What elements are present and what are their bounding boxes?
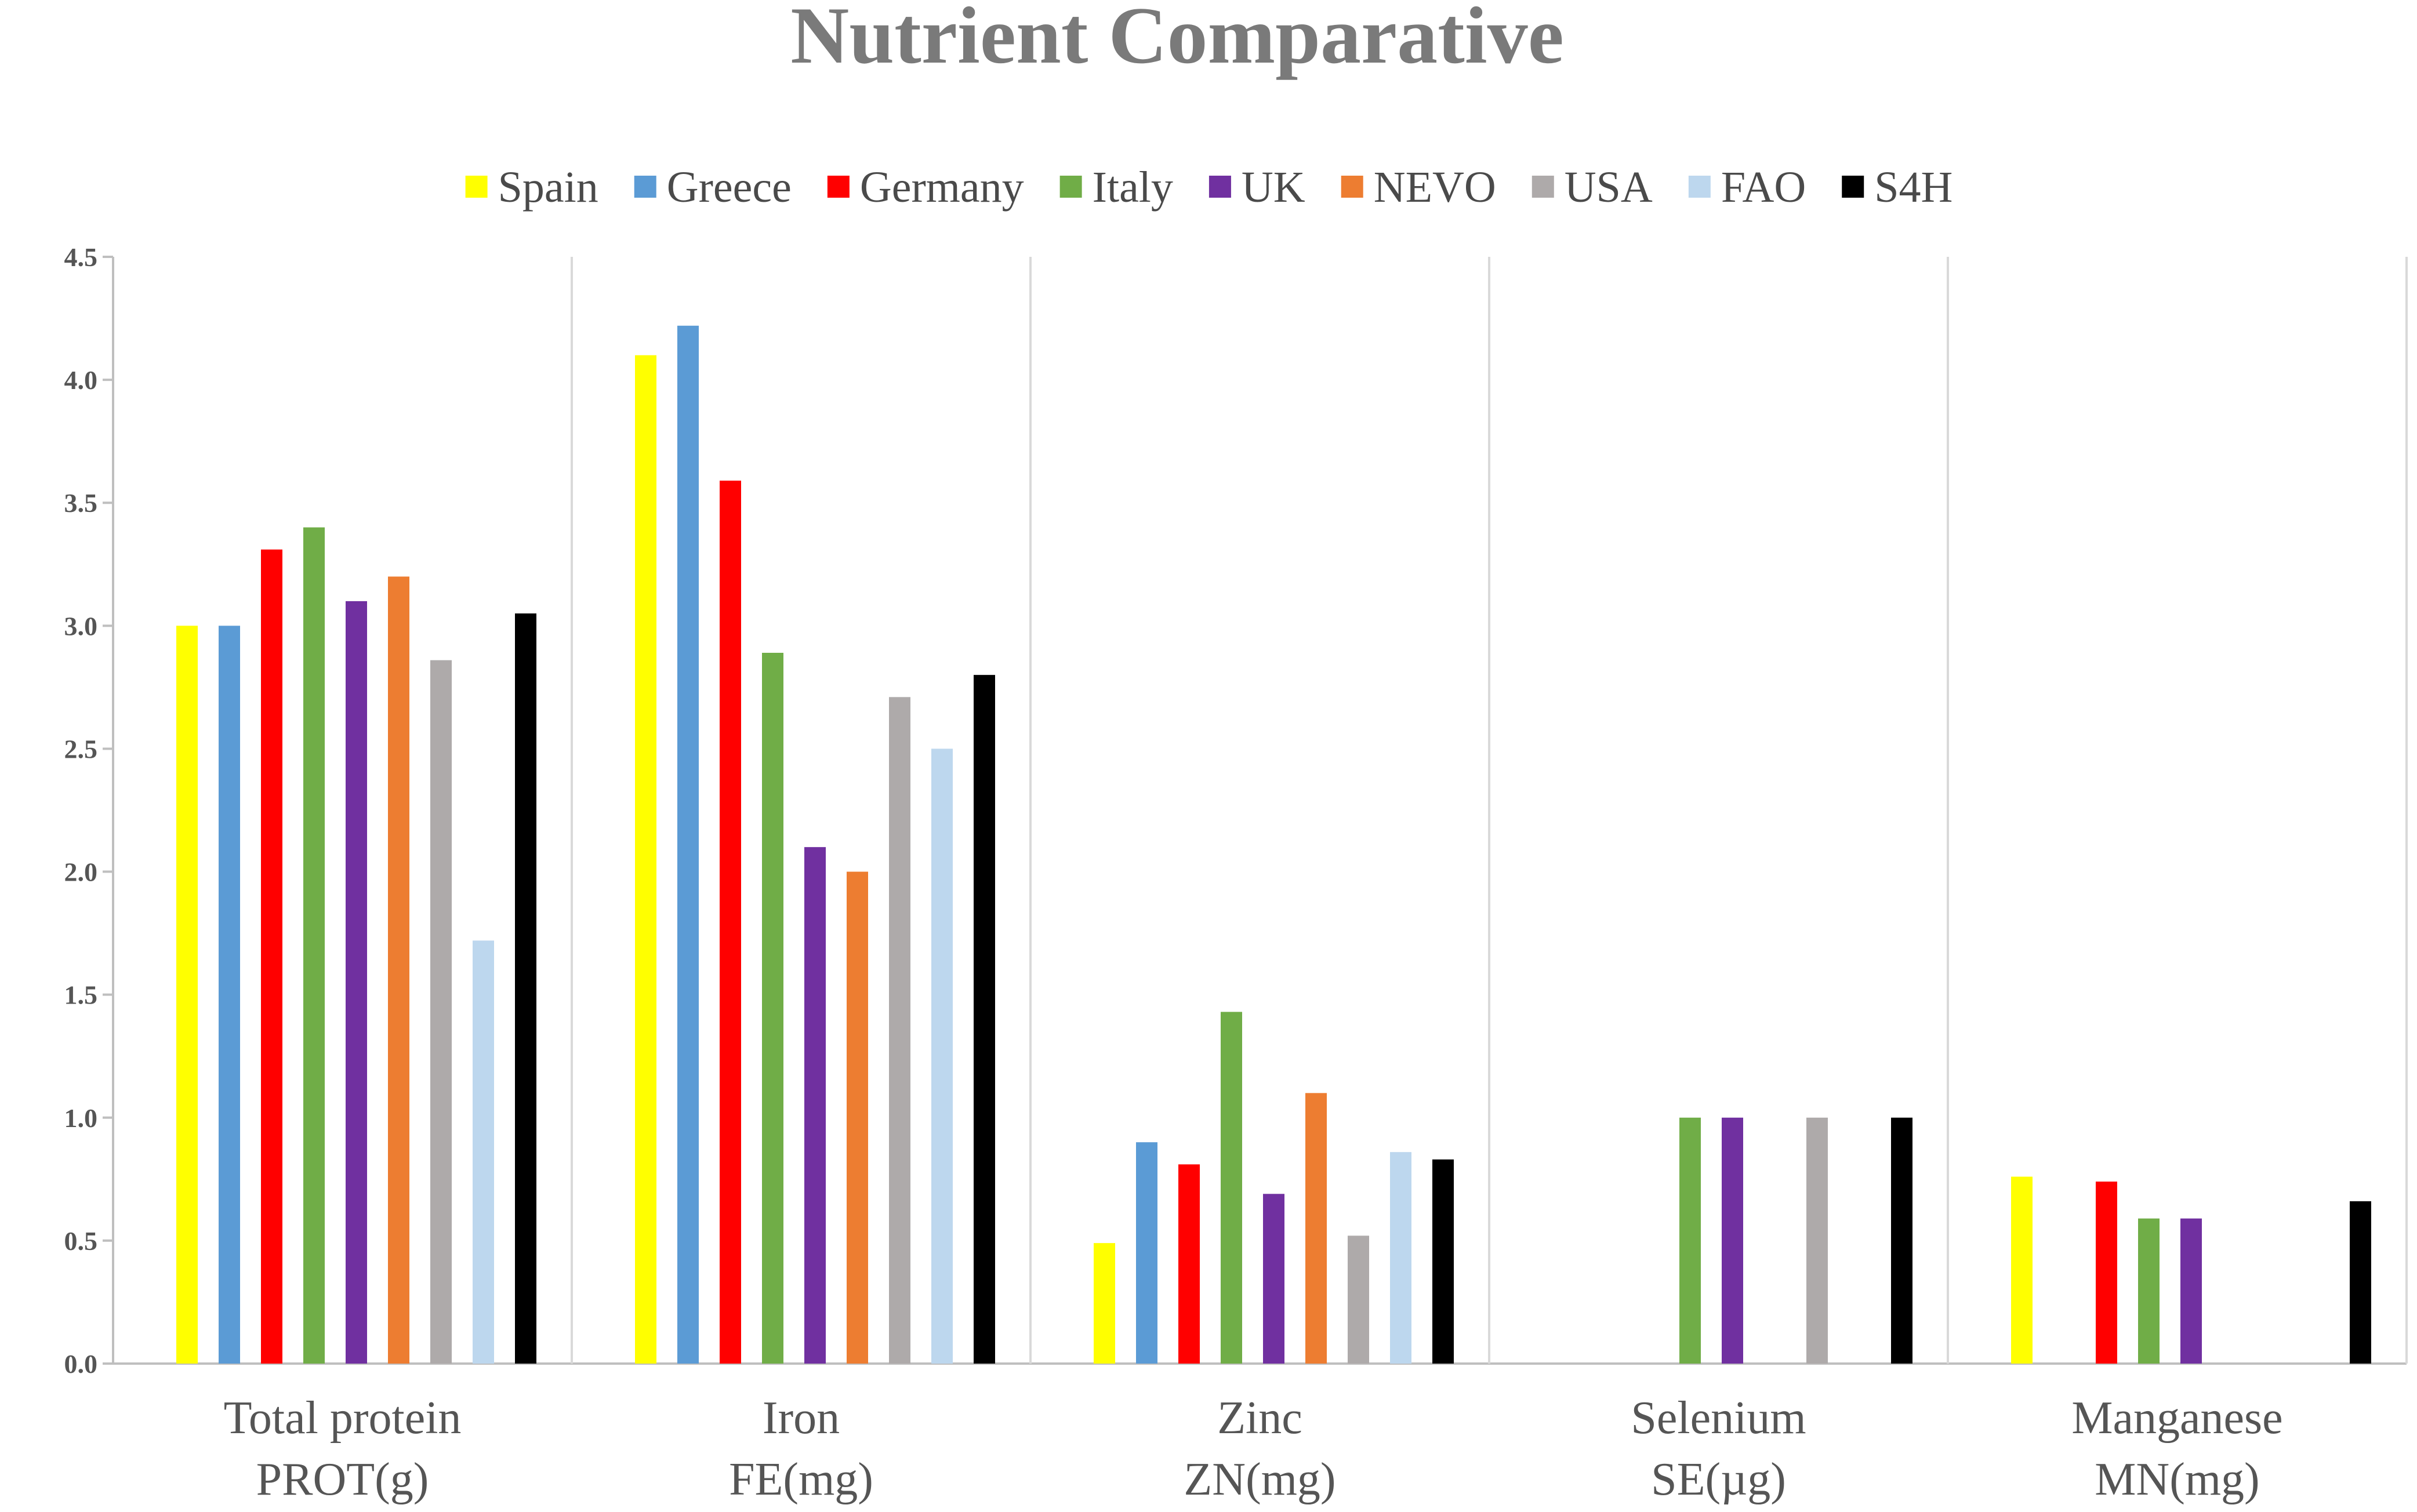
x-category-sublabel: MN(mg) (2095, 1454, 2259, 1505)
legend-swatch-s4h (1842, 176, 1864, 198)
bar-usa-2 (1348, 1235, 1369, 1364)
bar-uk-3 (1722, 1117, 1743, 1364)
bar-s4h-2 (1432, 1159, 1454, 1364)
y-tick-label: 3.0 (64, 611, 98, 641)
bar-spain-0 (176, 626, 198, 1364)
legend-swatch-nevo (1341, 176, 1363, 198)
bar-greece-0 (219, 626, 240, 1364)
bar-uk-1 (804, 847, 826, 1364)
legend-swatch-usa (1532, 176, 1554, 198)
x-category-sublabel: FE(mg) (729, 1454, 873, 1505)
legend-swatch-fao (1688, 176, 1711, 198)
legend: Spain Greece Germany Italy UK NEVO USA FAO S4H (465, 163, 1953, 212)
bar-germany-4 (2096, 1182, 2117, 1364)
bar-spain-1 (635, 355, 656, 1364)
legend-swatch-uk (1208, 176, 1231, 198)
legend-label-italy: Italy (1093, 163, 1173, 212)
x-category-label: Selenium (1631, 1393, 1806, 1444)
x-axis-labels: Total protein PROT(g) Iron FE(mg) Zinc ZN(mg)… (224, 1393, 2283, 1505)
x-category-sublabel: SE(µg) (1651, 1454, 1786, 1505)
bars (176, 325, 2371, 1364)
y-tick-label: 0.0 (64, 1349, 98, 1379)
legend-swatch-italy (1059, 176, 1082, 198)
bar-italy-3 (1679, 1117, 1701, 1364)
legend-swatch-germany (827, 176, 850, 198)
bar-s4h-1 (974, 675, 995, 1364)
chart-title: Nutrient Comparative (790, 0, 1564, 81)
bar-greece-2 (1136, 1142, 1157, 1364)
legend-label-nevo: NEVO (1374, 163, 1496, 212)
bar-usa-0 (430, 660, 452, 1364)
x-category-label: Total protein (224, 1393, 462, 1444)
bar-usa-3 (1806, 1117, 1828, 1364)
bar-uk-4 (2180, 1218, 2202, 1364)
x-category-label: Iron (763, 1393, 840, 1444)
legend-label-fao: FAO (1721, 163, 1806, 212)
legend-label-greece: Greece (667, 163, 792, 212)
bar-italy-2 (1221, 1012, 1242, 1364)
bar-germany-2 (1178, 1164, 1200, 1364)
bar-s4h-4 (2350, 1201, 2371, 1364)
bar-uk-2 (1263, 1194, 1284, 1364)
bar-nevo-0 (388, 576, 409, 1364)
bar-italy-0 (303, 527, 325, 1364)
bar-spain-2 (1094, 1243, 1115, 1364)
x-category-sublabel: ZN(mg) (1184, 1454, 1335, 1505)
legend-label-spain: Spain (498, 163, 598, 212)
bar-nevo-1 (847, 871, 868, 1364)
bar-usa-1 (889, 697, 910, 1364)
bar-germany-0 (261, 549, 282, 1364)
bar-nevo-2 (1305, 1093, 1327, 1364)
legend-label-uk: UK (1242, 163, 1305, 212)
bar-italy-4 (2138, 1218, 2160, 1364)
bar-fao-1 (931, 748, 953, 1364)
x-category-label: Manganese (2071, 1393, 2282, 1444)
legend-label-germany: Germany (860, 163, 1024, 212)
y-tick-label: 1.0 (64, 1103, 98, 1133)
legend-swatch-greece (634, 176, 656, 198)
y-tick-label: 2.5 (64, 734, 98, 764)
legend-label-s4h: S4H (1874, 163, 1953, 212)
y-tick-label: 0.5 (64, 1226, 98, 1256)
y-tick-label: 3.5 (64, 488, 98, 518)
y-tick-label: 2.0 (64, 857, 98, 887)
bar-fao-0 (473, 940, 494, 1364)
bar-italy-1 (762, 652, 783, 1364)
bar-germany-1 (720, 481, 741, 1364)
y-tick-label: 4.5 (64, 242, 98, 272)
y-axis-ticks: 0.0 0.5 1.0 1.5 2.0 2.5 3.0 3.5 4.0 4.5 (64, 242, 113, 1379)
y-tick-label: 1.5 (64, 980, 98, 1010)
bar-greece-1 (677, 325, 699, 1364)
x-category-label: Zinc (1217, 1393, 1302, 1444)
x-category-sublabel: PROT(g) (256, 1454, 429, 1505)
bar-s4h-0 (515, 613, 536, 1364)
bar-fao-2 (1390, 1152, 1411, 1364)
legend-label-usa: USA (1565, 163, 1653, 212)
legend-swatch-spain (465, 176, 488, 198)
bar-s4h-3 (1891, 1117, 1912, 1364)
bar-uk-0 (346, 601, 367, 1364)
plot-frame (112, 257, 2408, 1365)
bar-spain-4 (2011, 1176, 2033, 1364)
y-tick-label: 4.0 (64, 365, 98, 395)
